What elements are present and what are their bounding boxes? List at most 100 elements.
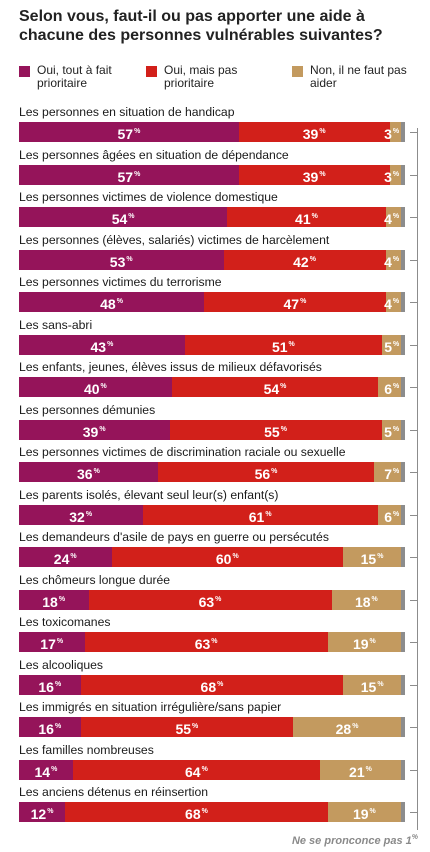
data-label-percent: % [392,510,400,518]
data-label-value: 19 [352,636,369,652]
data-label-value: 56 [254,466,271,482]
bar-segment-non [381,419,402,440]
data-label-pas-prioritaire: 60% [216,547,239,567]
data-label-value: 63 [194,636,211,652]
data-label-pas-prioritaire: 39% [303,122,326,142]
data-label-non: 6% [384,505,399,525]
data-label-value: 53 [109,253,126,270]
stacked-bar: 57% 39% 3% [19,122,405,142]
data-label-percent: % [85,510,93,518]
category-label: Les parents isolés, élevant seul leur(s)… [19,487,279,502]
category-label: Les personnes âgées en situation de dépe… [19,147,289,162]
bar-segment-pas-prioritaire [73,759,320,780]
data-label-pas-prioritaire: 47% [284,292,307,312]
bar-segment-non [378,377,402,397]
no-answer-note-percent: % [411,834,418,841]
bar-segment-non [331,589,402,610]
data-label-percent: % [319,170,326,178]
bar-segment-pas-prioritaire [239,122,390,142]
data-label-pas-prioritaire: 68% [201,675,224,695]
category-label: Les personnes démunies [19,402,156,417]
data-label-value: 39 [302,168,319,185]
data-label-value: 5 [384,338,392,355]
category-label: Les immigrés en situation irrégulière/sa… [19,700,282,714]
data-label-value: 4 [384,253,392,270]
data-label-prioritaire: 24% [54,547,77,567]
bar-segment-prioritaire [19,589,89,610]
data-label-value: 6 [384,508,392,525]
bar-segment-non [378,504,402,525]
data-label-value: 55 [264,423,280,440]
data-label-value: 14 [34,763,51,780]
bar-segment-prioritaire [19,207,228,227]
data-label-percent: % [377,680,384,688]
bar-segment-pas-prioritaire [80,717,294,737]
stacked-bar: 39% 55% 5% [19,419,405,440]
bar-segment-ne-se-prononce-pas [401,419,405,440]
data-label-non: 3% [384,165,399,185]
data-label-pas-prioritaire: 55% [175,717,198,737]
data-label-value: 15 [360,551,377,567]
bar-segment-pas-prioritaire [158,462,375,482]
bar-segment-ne-se-prononce-pas [401,249,405,270]
data-label-value: 64 [185,763,201,780]
data-label-value: 18 [354,593,371,610]
bar-segment-ne-se-prononce-pas [401,547,405,567]
stacked-bar: 16% 68% 15% [19,674,405,695]
bar-segment-ne-se-prononce-pas [401,462,405,482]
data-label-percent: % [392,255,400,263]
stacked-bar: 16% 55% 28% [19,717,405,737]
data-label-non: 28% [336,717,359,737]
no-answer-tick [410,769,417,771]
data-label-non: 4% [384,207,399,227]
bar-segment-ne-se-prononce-pas [401,802,405,822]
bar-segment-pas-prioritaire [223,249,386,270]
category-label: Les enfants, jeunes, élèves issus de mil… [19,360,322,374]
data-label-value: 36 [77,466,93,482]
data-label-non: 5% [384,335,399,355]
data-label-percent: % [392,340,400,348]
data-label-value: 51 [271,338,288,355]
data-label-pas-prioritaire: 63% [199,590,222,610]
data-label-percent: % [56,638,64,645]
data-label-prioritaire: 43% [91,335,114,355]
bar-segment-non [343,674,402,695]
data-label-value: 68 [185,806,201,822]
stacked-bar: 53% 42% 4% [19,249,405,270]
data-label-value: 12 [30,806,47,822]
bar-segment-ne-se-prononce-pas [401,292,405,312]
data-label-value: 47 [283,296,300,312]
data-label-value: 55 [175,721,192,737]
no-answer-tick [410,599,417,601]
legend-swatch-prioritaire [19,66,30,77]
data-label-percent: % [128,213,135,220]
bar-segment-ne-se-prononce-pas [401,759,405,780]
bar-segment-pas-prioritaire [169,419,382,440]
data-label-value: 6 [384,381,392,397]
data-label-value: 18 [42,593,58,610]
bar-segment-non [343,547,402,567]
data-label-pas-prioritaire: 55% [264,420,287,440]
category-label: Les familles nombreuses [19,742,154,757]
data-label-value: 7 [384,466,392,482]
stacked-bar: 54% 41% 4% [19,207,405,227]
bar-segment-prioritaire [19,717,81,737]
category-label: Les sans-abri [19,317,93,332]
data-label-percent: % [54,723,62,730]
stacked-bar: 24% 60% 15% [19,547,405,567]
bar-segment-prioritaire [19,547,112,567]
bar-segment-pas-prioritaire [185,334,382,355]
category-label: Les personnes victimes de violence domes… [19,190,278,204]
bar-segment-prioritaire [19,674,81,695]
stacked-bar: 48% 47% 4% [19,292,405,312]
data-label-percent: % [265,510,272,518]
data-label-percent: % [392,170,400,178]
data-label-value: 54 [263,381,280,397]
no-answer-tick [410,514,417,516]
bar-segment-prioritaire [19,802,66,822]
bar-segment-prioritaire [19,334,185,355]
stacked-bar: 36% 56% 7% [19,462,405,482]
stacked-bar: 43% 51% 5% [19,334,405,355]
bar-segment-prioritaire [19,377,172,397]
no-answer-note-text: Ne se pronconce pas 1 [291,835,412,847]
